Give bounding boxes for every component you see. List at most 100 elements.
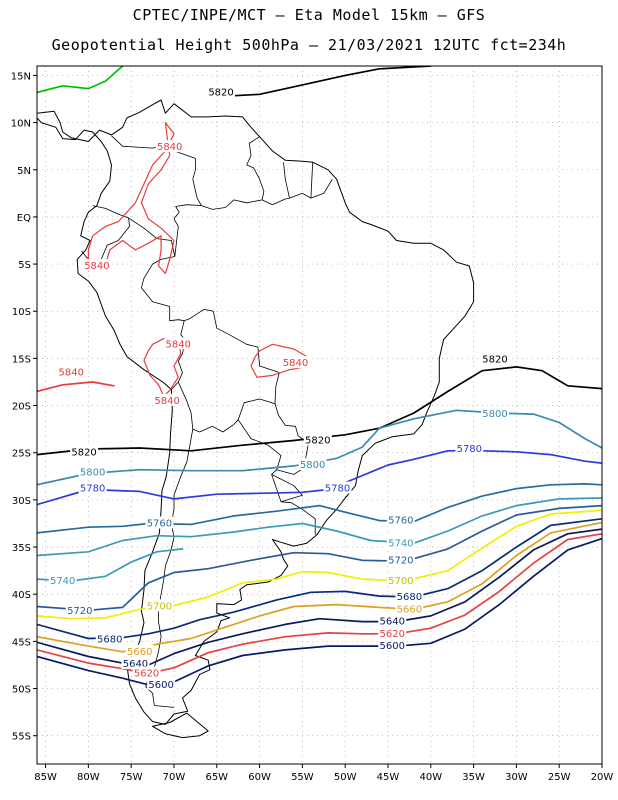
contour-label: 5600 <box>148 680 173 691</box>
contour-5740 <box>37 497 602 557</box>
lat-tick-label: 10N <box>11 119 31 130</box>
lat-tick-label: 20S <box>12 402 31 413</box>
lat-tick-label: 55S <box>12 732 31 743</box>
lon-tick-label: 85W <box>34 772 57 783</box>
contour-label: 5820 <box>208 87 233 98</box>
height-contours-layer <box>37 66 602 686</box>
contour-5840-closed <box>250 343 308 378</box>
axis-ticks: 85W 80W 75W 70W 65W 60W 55W 50W 45W 40W 35W 30W 25W 2… <box>11 71 614 783</box>
country-border <box>283 162 290 199</box>
contour-label: 5800 <box>80 468 105 479</box>
contour-label: 5720 <box>67 606 92 617</box>
country-border <box>201 199 263 210</box>
contour-label-bg <box>57 365 86 378</box>
contour-label: 5740 <box>388 538 413 549</box>
contour-label-bg <box>132 666 161 679</box>
contour-5760 <box>37 483 602 534</box>
contour-label: 5660 <box>127 647 152 658</box>
contour-label-bg <box>95 632 124 645</box>
contour-5880 <box>37 66 124 94</box>
lat-tick-label: 15N <box>11 71 31 82</box>
contour-5840 <box>37 381 115 393</box>
contour-label-bg <box>48 574 77 587</box>
lon-tick-label: 60W <box>248 772 271 783</box>
contour-label-bg <box>298 457 327 470</box>
contour-labels-layer: 5820 5840 5840 5840 5840 5840 5840 5820 5820 5820… <box>48 85 509 691</box>
lat-tick-label: 5N <box>17 166 31 177</box>
country-border <box>310 178 333 199</box>
map-title: CPTEC/INPE/MCT – Eta Model 15km – GFS <box>132 6 486 24</box>
contour-5780 <box>37 449 602 506</box>
contour-label-bg <box>65 604 94 617</box>
contour-label-bg <box>70 445 99 458</box>
contour-label: 5620 <box>380 629 405 640</box>
contour-label-bg <box>153 393 182 406</box>
contour-label: 5840 <box>59 368 84 379</box>
contour-label-bg <box>455 441 484 454</box>
lat-tick-label: 45S <box>12 637 31 648</box>
contour-label-bg <box>207 85 236 98</box>
contour-label-bg <box>125 644 154 657</box>
contour-label: 5700 <box>388 576 413 587</box>
contour-label-bg <box>395 602 424 615</box>
contour-label: 5640 <box>123 659 148 670</box>
lat-tick-label: 40S <box>12 590 31 601</box>
country-border <box>289 162 314 199</box>
contour-label: 5820 <box>305 435 330 446</box>
lon-tick-label: 55W <box>291 772 314 783</box>
lon-tick-label: 20W <box>591 772 614 783</box>
lat-tick-label: 30S <box>12 496 31 507</box>
contour-label: 5660 <box>397 604 422 615</box>
contour-label-bg <box>164 337 193 350</box>
contour-label: 5680 <box>397 592 422 603</box>
contour-5700 <box>37 509 602 620</box>
coastline <box>37 99 475 725</box>
contour-label: 5760 <box>388 516 413 527</box>
contour-label: 5780 <box>457 444 482 455</box>
contour-label-bg <box>121 657 150 670</box>
contour-label: 5840 <box>157 142 182 153</box>
contour-label-bg <box>386 553 415 566</box>
contour-label: 5840 <box>166 339 191 350</box>
country-border <box>246 136 290 206</box>
contour-label-bg <box>78 481 107 494</box>
lon-tick-label: 35W <box>462 772 485 783</box>
country-border <box>271 474 303 503</box>
contour-label: 5820 <box>482 354 507 365</box>
contour-label: 5620 <box>134 668 159 679</box>
lon-tick-label: 25W <box>548 772 571 783</box>
country-border <box>141 256 186 390</box>
contour-label-bg <box>145 599 174 612</box>
contour-label: 5700 <box>147 601 172 612</box>
contour-label: 5780 <box>80 484 105 495</box>
lat-tick-label: 50S <box>12 685 31 696</box>
contour-label: 5840 <box>154 396 179 407</box>
contour-label-bg <box>78 465 107 478</box>
contour-label-bg <box>395 590 424 603</box>
contour-label: 5640 <box>380 617 405 628</box>
contour-label-bg <box>155 140 184 153</box>
contour-label: 5600 <box>380 641 405 652</box>
contour-5720 <box>37 504 602 612</box>
lon-tick-label: 65W <box>205 772 228 783</box>
lon-tick-label: 45W <box>377 772 400 783</box>
lon-tick-label: 40W <box>419 772 442 783</box>
lat-tick-label: 10S <box>12 307 31 318</box>
lat-tick-label: 15S <box>12 354 31 365</box>
contour-label: 5840 <box>283 358 308 369</box>
lon-tick-label: 70W <box>163 772 186 783</box>
contour-label: 5800 <box>300 460 325 471</box>
lat-tick-label: EQ <box>17 213 31 224</box>
contour-label: 5820 <box>71 448 96 459</box>
contour-label: 5800 <box>482 409 507 420</box>
contour-label: 5760 <box>147 518 172 529</box>
contour-label-bg <box>378 626 407 639</box>
map-frame <box>36 65 603 765</box>
contour-label-bg <box>303 433 332 446</box>
contour-label: 5840 <box>84 261 109 272</box>
contour-label-bg <box>378 614 407 627</box>
lon-tick-label: 50W <box>334 772 357 783</box>
contour-5680 <box>37 517 602 640</box>
contour-label-bg <box>378 639 407 652</box>
